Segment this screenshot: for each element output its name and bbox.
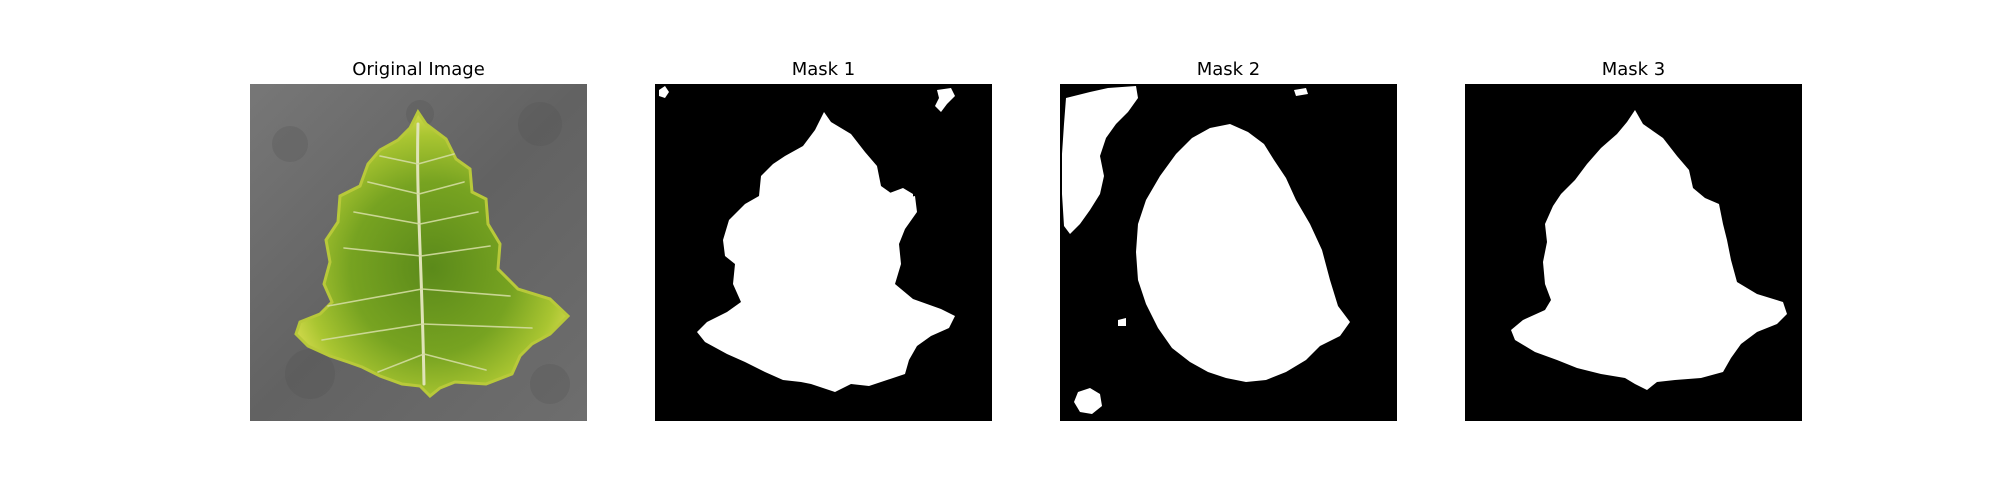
panel-title-mask-3: Mask 3	[1601, 59, 1666, 80]
mask-3-image	[1465, 84, 1802, 421]
panel-title-mask-2: Mask 2	[1196, 59, 1261, 80]
mask-2-panel	[1060, 84, 1397, 421]
panel-title-original-image: Original Image	[352, 59, 485, 80]
original-image-panel	[250, 84, 587, 421]
mask-2-image	[1060, 84, 1397, 421]
mask-1-panel	[655, 84, 992, 421]
mask-1-image	[655, 84, 992, 421]
mask-3-panel	[1465, 84, 1802, 421]
leaf-photo	[250, 84, 587, 421]
panel-title-mask-1: Mask 1	[791, 59, 856, 80]
